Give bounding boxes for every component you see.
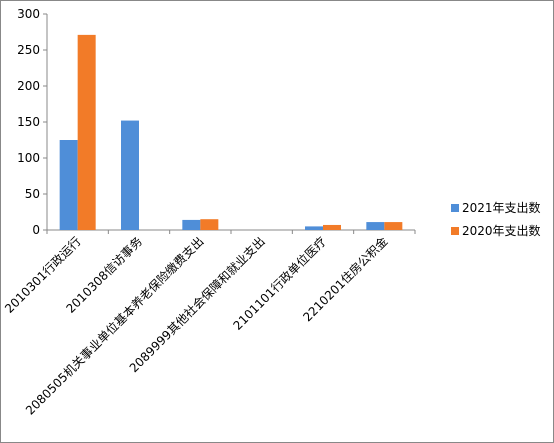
legend-label: 2020年支出数 <box>462 223 541 238</box>
legend-swatch <box>451 227 459 235</box>
y-tick-label: 300 <box>17 7 40 21</box>
legend-label: 2021年支出数 <box>462 200 541 215</box>
bar <box>77 34 96 230</box>
bar <box>366 222 385 230</box>
y-tick-label: 150 <box>17 115 40 129</box>
bar <box>182 219 201 230</box>
y-tick-label: 50 <box>25 187 40 201</box>
y-tick-label: 100 <box>17 151 40 165</box>
bar <box>200 219 219 230</box>
bar <box>121 120 139 230</box>
bar <box>59 140 78 230</box>
legend-swatch <box>451 204 459 212</box>
bar <box>323 224 341 230</box>
y-tick-label: 0 <box>32 223 40 237</box>
bar <box>305 226 323 230</box>
y-tick-label: 250 <box>17 43 40 57</box>
bar <box>384 222 403 230</box>
y-tick-label: 200 <box>17 79 40 93</box>
